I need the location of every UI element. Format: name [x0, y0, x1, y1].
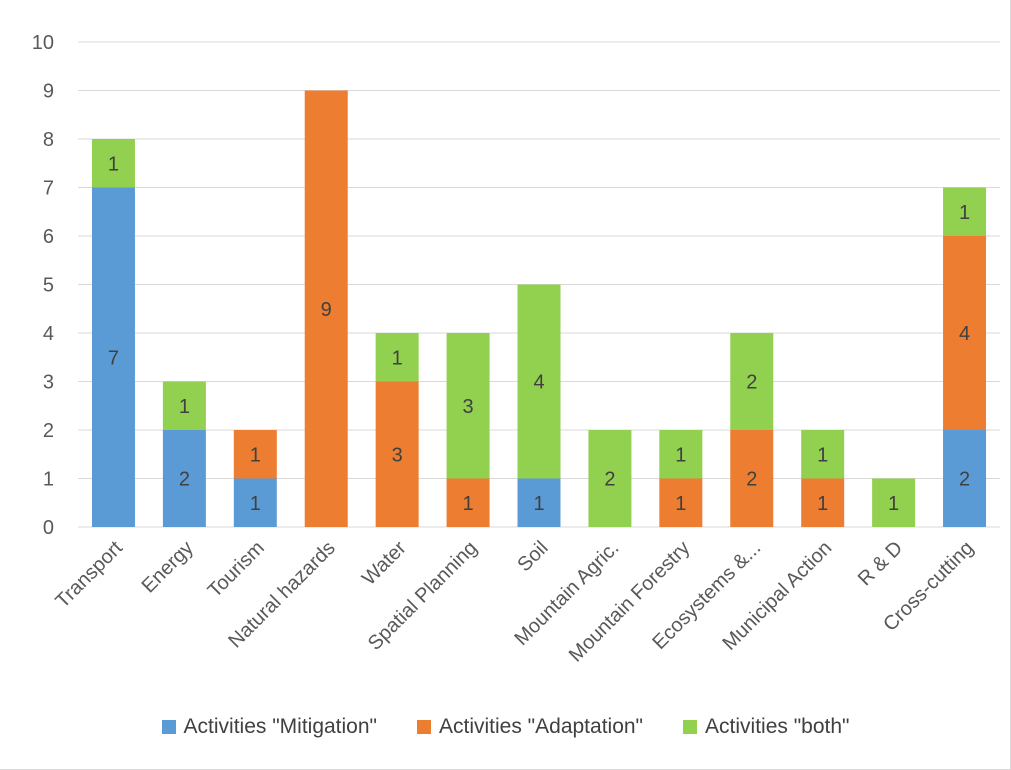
- y-tick-label: 1: [43, 469, 54, 491]
- legend: Activities "Mitigation" Activities "Adap…: [0, 712, 1011, 742]
- y-tick-label: 5: [43, 275, 54, 297]
- x-tick-label: Mountain Forestry: [565, 537, 695, 667]
- bar-segment: [233, 430, 277, 479]
- x-tick-label: Transport: [51, 537, 127, 613]
- data-labels: 7 1 2 1 1 1 9 3 1 1 3 1 4 2 1 1 2 2 1 1 1 2 4 1: [108, 153, 970, 515]
- data-label: 3: [463, 396, 474, 418]
- legend-label-adaptation: Activities "Adaptation": [439, 715, 644, 738]
- y-tick-label: 7: [43, 178, 54, 200]
- data-label: 1: [888, 493, 899, 515]
- data-label: 2: [746, 372, 757, 394]
- y-tick-label: 2: [43, 420, 54, 442]
- bar-segment: [943, 430, 987, 527]
- data-label: 1: [959, 202, 970, 224]
- x-tick-label: R & D: [854, 537, 907, 590]
- data-label: 2: [959, 469, 970, 491]
- bar-segment: [517, 284, 561, 479]
- data-label: 1: [817, 444, 828, 466]
- data-label: 1: [675, 493, 686, 515]
- legend-label-both: Activities "both": [705, 715, 850, 738]
- bar-segment: [588, 430, 632, 527]
- bar-segment: [801, 430, 845, 479]
- data-label: 1: [250, 493, 261, 515]
- stacked-bar-chart: 0 1 2 3 4 5 6 7 8 9 10 7 1 2 1 1 1 9 3 1 1 3 1 4 2 1 1 2 2 1 1 1 2 4 1 Tr…: [32, 32, 1000, 667]
- bar-segment: [162, 381, 206, 430]
- y-tick-label: 6: [43, 226, 54, 248]
- bar-segment: [162, 430, 206, 527]
- data-label: 2: [179, 469, 190, 491]
- bar-segment: [446, 478, 490, 527]
- data-label: 3: [392, 444, 403, 466]
- data-label: 2: [604, 469, 615, 491]
- y-tick-label: 9: [43, 81, 54, 103]
- data-label: 1: [250, 444, 261, 466]
- bar-segment: [730, 333, 774, 430]
- data-label: 7: [108, 347, 119, 369]
- data-label: 2: [746, 469, 757, 491]
- legend-item-mitigation: Activities "Mitigation": [161, 715, 377, 739]
- bar-segment: [517, 478, 561, 527]
- bar-segment: [730, 430, 774, 527]
- bar-segment: [872, 478, 916, 527]
- y-tick-label: 10: [32, 32, 54, 54]
- x-tick-label: Energy: [138, 537, 198, 597]
- y-axis-tick-labels: 0 1 2 3 4 5 6 7 8 9 10: [32, 32, 54, 539]
- data-label: 4: [959, 323, 970, 345]
- legend-label-mitigation: Activities "Mitigation": [183, 715, 377, 738]
- x-tick-label: Tourism: [204, 537, 269, 602]
- data-label: 1: [108, 153, 119, 175]
- data-label: 1: [675, 444, 686, 466]
- bar-segment: [91, 187, 135, 527]
- y-tick-label: 0: [43, 517, 54, 539]
- bar-segment: [375, 333, 419, 382]
- y-tick-label: 8: [43, 129, 54, 151]
- legend-swatch-adaptation: [417, 720, 431, 734]
- data-label: 9: [321, 299, 332, 321]
- legend-swatch-both: [683, 720, 698, 734]
- data-label: 1: [817, 493, 828, 515]
- data-label: 1: [463, 493, 474, 515]
- x-tick-label: Water: [358, 537, 411, 590]
- bar-segment: [233, 478, 277, 527]
- bar-segment: [801, 478, 845, 527]
- data-label: 1: [179, 396, 190, 418]
- bar-segment: [304, 90, 348, 527]
- bar-segment: [91, 139, 135, 188]
- bar-segment: [943, 236, 987, 430]
- data-label: 4: [533, 372, 544, 394]
- y-tick-label: 3: [43, 372, 54, 394]
- data-label: 1: [392, 347, 403, 369]
- legend-item-adaptation: Activities "Adaptation": [417, 715, 643, 739]
- bar-segment: [375, 381, 419, 527]
- x-tick-label: Soil: [513, 537, 552, 576]
- data-label: 1: [533, 493, 544, 515]
- bar-segment: [943, 187, 987, 236]
- bar-segment: [659, 430, 703, 479]
- bar-segment: [446, 333, 490, 479]
- legend-item-both: Activities "both": [683, 715, 849, 739]
- legend-swatch-mitigation: [161, 720, 176, 734]
- bars: [91, 90, 987, 527]
- y-tick-label: 4: [43, 323, 54, 345]
- bar-segment: [659, 478, 703, 527]
